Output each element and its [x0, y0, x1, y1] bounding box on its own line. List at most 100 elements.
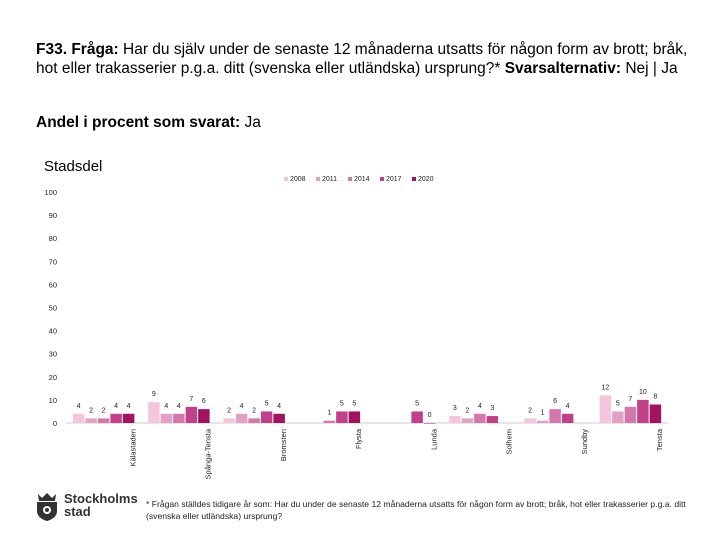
category-label: Kälastaden [128, 429, 137, 467]
question-label: F33. Fråga: [36, 41, 119, 58]
bar-Flysta-2020 [348, 411, 361, 423]
data-label-Sundby-2014: 6 [553, 398, 557, 405]
bar-Sundby-2014 [549, 409, 561, 423]
bar-Flysta-2014 [323, 420, 336, 423]
footnote: * Frågan ställdes tidigare år som: Har d… [146, 499, 686, 521]
bar-Bromsten-2017 [260, 411, 273, 423]
bar-Solhem-2014 [474, 413, 486, 423]
data-label-Flysta-2020: 5 [352, 400, 356, 407]
bar-Kälastaden-2020 [122, 413, 135, 423]
data-label-Kälastaden-2017: 4 [114, 403, 118, 410]
legend-swatch-2011 [316, 177, 320, 181]
bar-Sundby-2011 [536, 420, 549, 423]
legend-swatch-2014 [348, 177, 352, 181]
bar-Solhem-2011 [461, 418, 474, 423]
legend-swatch-2008 [284, 177, 288, 181]
bar-Bromsten-2011 [235, 413, 248, 423]
data-label-Bromsten-2008: 2 [227, 407, 231, 414]
data-label-Bromsten-2017: 5 [265, 400, 269, 407]
logo-line-2: stad [64, 504, 91, 519]
y-tick-label: 40 [49, 327, 57, 336]
category-label: Flysta [354, 428, 363, 449]
share-heading: Andel i procent som svarat: Ja [36, 114, 261, 132]
bar-Bromsten-2014 [248, 418, 260, 423]
data-label-Kälastaden-2011: 2 [89, 407, 93, 414]
bar-Solhem-2017 [486, 416, 499, 423]
bar-Kälastaden-2011 [85, 418, 97, 423]
data-label-Solhem-2008: 3 [453, 405, 457, 412]
chart-title: Stadsdel [44, 158, 103, 175]
bar-Tensta-2020 [649, 404, 662, 423]
bar-Kälastaden-2017 [110, 413, 122, 423]
data-label-Bromsten-2020: 4 [277, 403, 281, 410]
data-label-Bromsten-2014: 2 [252, 407, 256, 414]
data-label-Bromsten-2011: 4 [240, 403, 244, 410]
data-label-Kälastaden-2008: 4 [77, 403, 81, 410]
question-text: Har du själv under de senaste 12 månader… [36, 41, 688, 77]
y-tick-label: 0 [53, 419, 57, 428]
data-label-Spånga-Tensta-2008: 9 [152, 391, 156, 398]
bar-Tensta-2011 [612, 411, 624, 423]
y-tick-label: 30 [49, 350, 57, 359]
data-label-Sundby-2008: 2 [528, 407, 532, 414]
question-title: F33. Fråga: Har du själv under de senast… [36, 40, 696, 78]
category-label: Lunda [429, 428, 438, 450]
stockholm-logo: Stockholms stad [34, 490, 144, 522]
bar-Lunda-2017 [411, 411, 423, 423]
y-tick-label: 100 [44, 188, 57, 197]
y-tick-label: 80 [49, 234, 57, 243]
bar-Bromsten-2020 [273, 413, 285, 423]
bar-Lunda-2020 [423, 423, 436, 424]
data-label-Tensta-2017: 10 [639, 389, 647, 396]
data-label-Spånga-Tensta-2020: 6 [202, 398, 206, 405]
legend-label-2020: 2020 [418, 176, 434, 183]
y-tick-label: 20 [49, 373, 57, 382]
bar-Tensta-2017 [637, 399, 649, 423]
legend-label-2008: 2008 [290, 176, 306, 183]
bar-Kälastaden-2014 [97, 418, 110, 423]
data-label-Kälastaden-2014: 2 [102, 407, 106, 414]
category-label: Solhem [505, 429, 514, 454]
bar-Solhem-2008 [449, 416, 461, 423]
legend-swatch-2020 [412, 177, 416, 181]
y-tick-label: 60 [49, 280, 57, 289]
y-tick-label: 50 [49, 304, 57, 313]
bar-Spånga-Tensta-2008 [148, 402, 160, 423]
bar-Spånga-Tensta-2017 [185, 406, 198, 423]
legend-label-2014: 2014 [354, 176, 370, 183]
share-label: Andel i procent som svarat: [36, 114, 241, 131]
bar-Spånga-Tensta-2011 [160, 413, 173, 423]
y-tick-label: 70 [49, 257, 57, 266]
data-label-Sundby-2017: 4 [566, 403, 570, 410]
bar-Bromsten-2008 [223, 418, 235, 423]
data-label-Lunda-2020: 0 [428, 412, 432, 419]
y-tick-label: 90 [49, 211, 57, 220]
legend-label-2011: 2011 [322, 176, 337, 183]
data-label-Solhem-2017: 3 [490, 405, 494, 412]
data-label-Lunda-2017: 5 [415, 400, 419, 407]
data-label-Spånga-Tensta-2014: 4 [177, 403, 181, 410]
legend-swatch-2017 [380, 177, 384, 181]
logo-line-1: Stockholms [64, 491, 138, 506]
category-label: Tensta [655, 428, 664, 451]
data-label-Tensta-2014: 7 [628, 396, 632, 403]
data-label-Solhem-2014: 4 [478, 403, 482, 410]
data-label-Flysta-2014: 1 [327, 410, 331, 417]
data-label-Tensta-2008: 12 [601, 384, 609, 391]
bar-Tensta-2014 [624, 406, 637, 423]
alternatives-text: Nej | Ja [625, 60, 678, 77]
bar-Spånga-Tensta-2014 [173, 413, 185, 423]
category-label: Spånga-Tensta [204, 428, 213, 479]
y-tick-label: 10 [49, 396, 57, 405]
bar-Spånga-Tensta-2020 [198, 409, 210, 423]
data-label-Tensta-2011: 5 [616, 400, 620, 407]
legend-label-2017: 2017 [386, 176, 402, 183]
stockholm-crown-shield-icon [37, 493, 57, 521]
bar-Sundby-2008 [524, 418, 536, 423]
bar-Tensta-2008 [599, 395, 612, 423]
data-label-Spånga-Tensta-2011: 4 [164, 403, 168, 410]
bar-Flysta-2017 [336, 411, 348, 423]
data-label-Kälastaden-2020: 4 [127, 403, 131, 410]
data-label-Sundby-2011: 1 [541, 410, 545, 417]
bar-Kälastaden-2008 [72, 413, 85, 423]
